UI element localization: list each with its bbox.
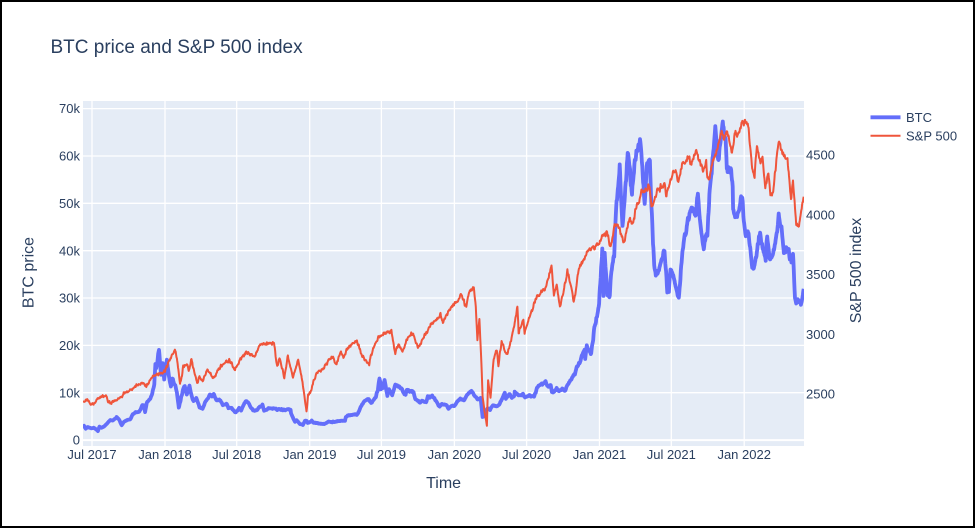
svg-text:Jan 2018: Jan 2018 [138,447,192,462]
svg-text:BTC: BTC [906,110,932,125]
svg-text:10k: 10k [59,385,80,400]
svg-text:Jan 2020: Jan 2020 [428,447,482,462]
svg-text:Jul 2017: Jul 2017 [67,447,116,462]
svg-text:50k: 50k [59,196,80,211]
svg-text:Time: Time [426,475,461,492]
svg-text:Jan 2022: Jan 2022 [717,447,771,462]
svg-text:BTC price: BTC price [21,237,38,308]
svg-text:20k: 20k [59,338,80,353]
svg-text:40k: 40k [59,243,80,258]
svg-text:Jul 2020: Jul 2020 [502,447,551,462]
svg-text:2500: 2500 [806,387,835,402]
svg-text:3500: 3500 [806,267,835,282]
svg-text:0: 0 [73,433,80,448]
svg-text:S&P 500 index: S&P 500 index [848,218,865,324]
svg-text:3000: 3000 [806,327,835,342]
svg-text:Jul 2021: Jul 2021 [647,447,696,462]
svg-text:4000: 4000 [806,207,835,222]
svg-text:60k: 60k [59,149,80,164]
svg-text:Jan 2021: Jan 2021 [573,447,627,462]
svg-text:BTC price and S&P 500 index: BTC price and S&P 500 index [51,37,304,58]
svg-text:Jul 2018: Jul 2018 [212,447,261,462]
svg-text:S&P 500: S&P 500 [906,128,957,143]
svg-text:70k: 70k [59,101,80,116]
svg-text:4500: 4500 [806,148,835,163]
svg-text:Jan 2019: Jan 2019 [283,447,337,462]
svg-text:30k: 30k [59,291,80,306]
svg-text:Jul 2019: Jul 2019 [357,447,406,462]
